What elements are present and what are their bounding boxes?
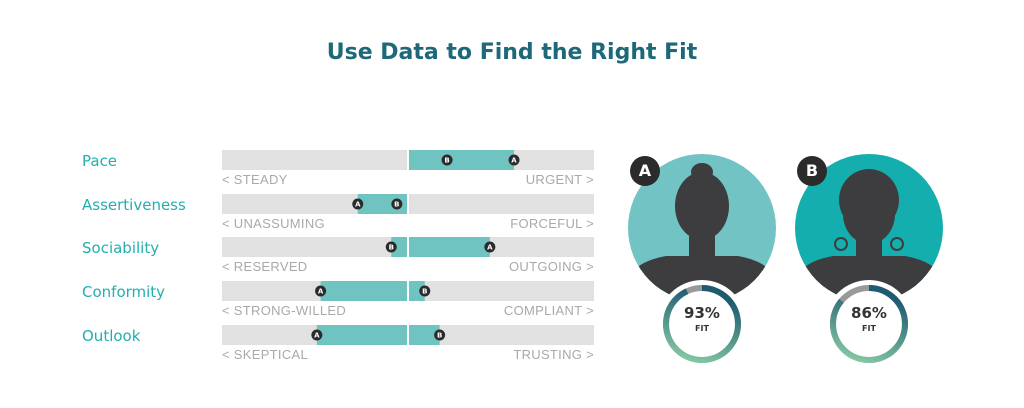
svg-text:B: B	[422, 288, 427, 296]
marker-b-sociability: B	[385, 241, 397, 253]
svg-text:B: B	[437, 332, 442, 340]
svg-text:B: B	[394, 201, 399, 209]
right-label-pace: URGENT >	[526, 172, 594, 187]
candidate-b-fit-label: FIT	[862, 324, 876, 333]
range-bar-conformity	[320, 281, 425, 301]
candidate-a-fit-label: FIT	[695, 324, 709, 333]
candidate-a-portrait	[628, 154, 776, 368]
candidate-a-badge: A	[630, 156, 660, 186]
candidate-b-card: B 86% FIT	[793, 152, 945, 368]
trait-name-sociability: Sociability	[82, 239, 159, 257]
fit-ring-base	[825, 280, 913, 368]
marker-b-conformity: B	[419, 285, 431, 297]
marker-b-assertiveness: B	[391, 198, 403, 210]
candidate-b-portrait	[795, 154, 943, 368]
left-label-assertiveness: < UNASSUMING	[222, 216, 325, 231]
range-bar-outlook	[316, 325, 440, 345]
trait-name-conformity: Conformity	[82, 283, 165, 301]
range-bar-pace	[408, 150, 515, 170]
candidate-a-card: A 93% FIT	[626, 152, 778, 368]
svg-text:A: A	[318, 288, 324, 296]
range-bar-sociability	[391, 237, 490, 257]
marker-b-outlook: B	[434, 329, 446, 341]
marker-a-conformity: A	[315, 285, 327, 297]
right-label-outlook: TRUSTING >	[513, 347, 594, 362]
svg-text:A: A	[355, 201, 361, 209]
marker-b-pace: B	[441, 154, 453, 166]
trait-name-pace: Pace	[82, 152, 117, 170]
fit-ring-progress	[830, 285, 908, 363]
marker-a-pace: A	[508, 154, 520, 166]
marker-a-outlook: A	[311, 329, 323, 341]
right-label-sociability: OUTGOING >	[509, 259, 594, 274]
candidate-b-fit-percent: 86%	[851, 304, 887, 322]
left-label-sociability: < RESERVED	[222, 259, 308, 274]
trait-name-assertiveness: Assertiveness	[82, 196, 186, 214]
left-label-conformity: < STRONG-WILLED	[222, 303, 346, 318]
candidate-a-fit-percent: 93%	[684, 304, 720, 322]
right-label-assertiveness: FORCEFUL >	[510, 216, 594, 231]
fit-ring-base	[658, 280, 746, 368]
marker-a-sociability: A	[484, 241, 496, 253]
fit-ring-progress	[663, 285, 741, 363]
svg-text:A: A	[511, 157, 517, 165]
left-label-pace: < STEADY	[222, 172, 288, 187]
left-label-outlook: < SKEPTICAL	[222, 347, 308, 362]
svg-text:A: A	[487, 244, 493, 252]
candidate-b-badge: B	[797, 156, 827, 186]
right-label-conformity: COMPLIANT >	[504, 303, 594, 318]
svg-text:B: B	[389, 244, 394, 252]
page-title: Use Data to Find the Right Fit	[326, 40, 698, 65]
svg-text:B: B	[444, 157, 449, 165]
marker-a-assertiveness: A	[352, 198, 364, 210]
svg-text:A: A	[314, 332, 320, 340]
trait-name-outlook: Outlook	[82, 327, 141, 345]
